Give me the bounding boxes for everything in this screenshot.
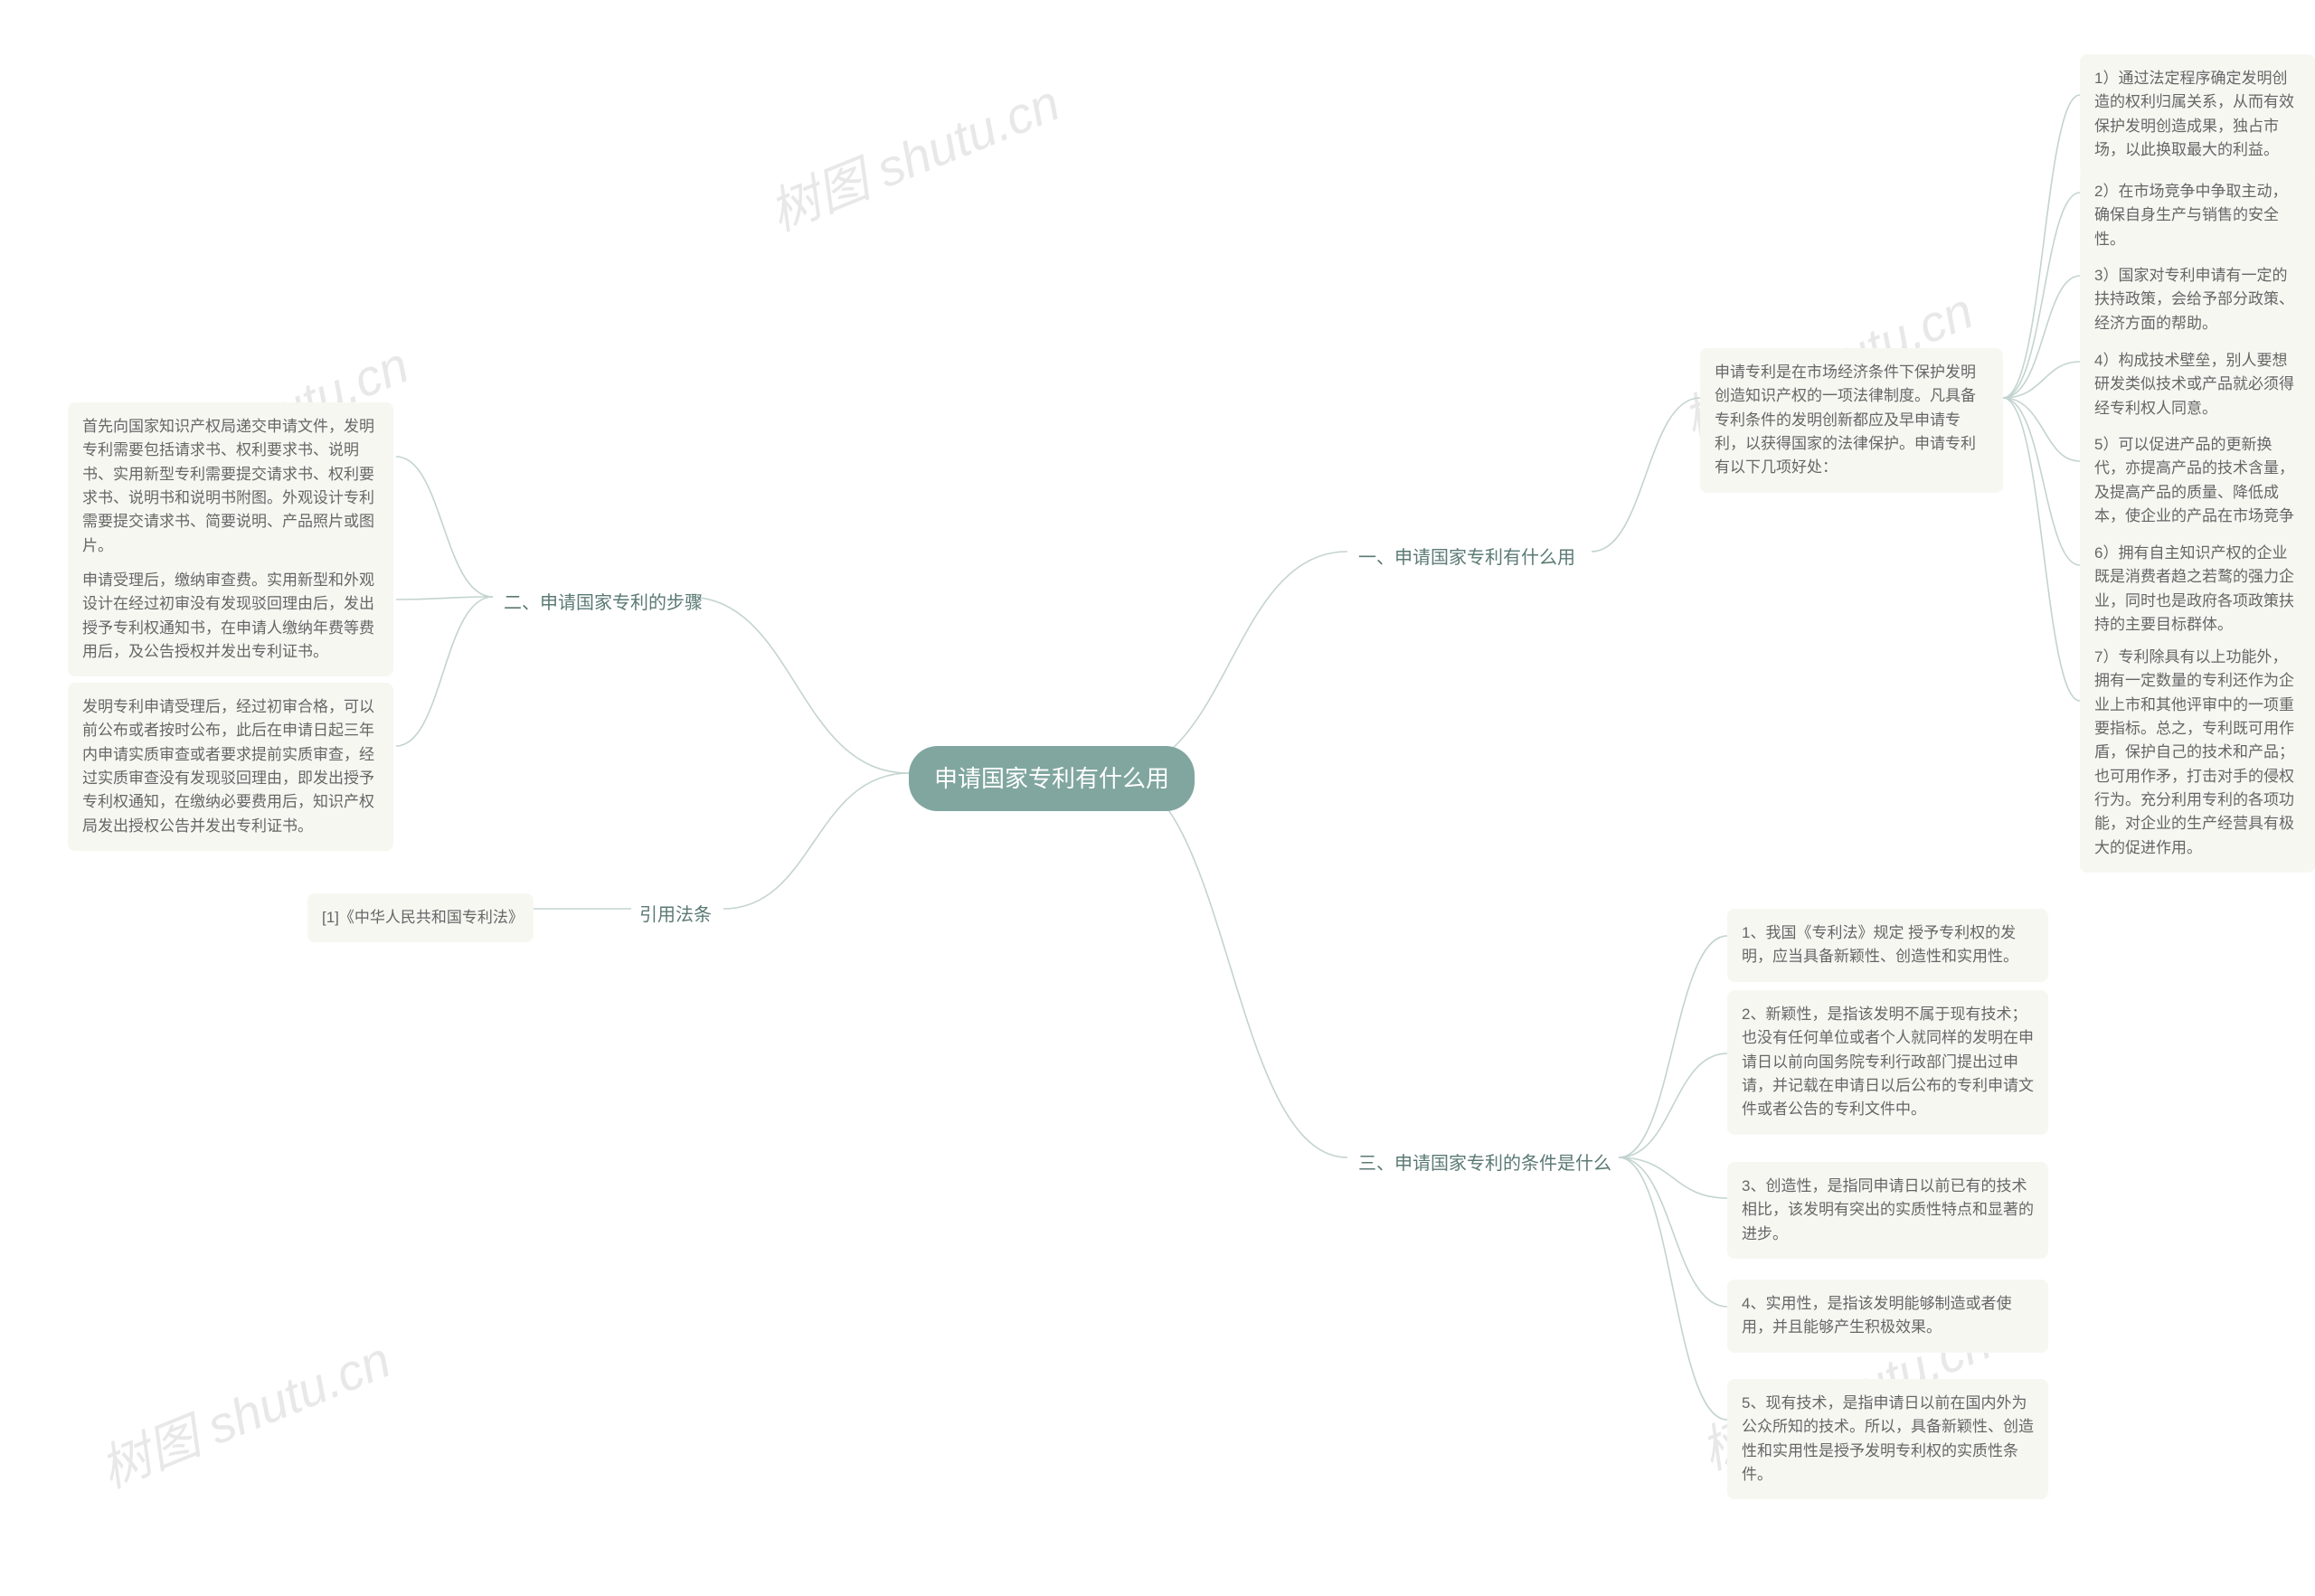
watermark: 树图 shutu.cn bbox=[757, 62, 1069, 245]
branch-three: 三、申请国家专利的条件是什么 bbox=[1356, 1147, 1613, 1182]
leaf-1-3: 3）国家对专利申请有一定的扶持政策，会给予部分政策、经济方面的帮助。 bbox=[2080, 251, 2315, 348]
watermark: 树图 shutu.cn bbox=[88, 1319, 400, 1502]
leaf-1-1: 1）通过法定程序确定发明创造的权利归属关系，从而有效保护发明创造成果，独占市场，… bbox=[2080, 54, 2315, 175]
leaf-3-5: 5、现有技术，是指申请日以前在国内外为公众所知的技术。所以，具备新颖性、创造性和… bbox=[1727, 1379, 2048, 1499]
mindmap-canvas: 树图 shutu.cn 树图 shutu.cn 树图 shutu.cn 树图 s… bbox=[0, 0, 2315, 1596]
leaf-1-7: 7）专利除具有以上功能外，拥有一定数量的专利还作为企业上市和其他评审中的一项重要… bbox=[2080, 633, 2315, 873]
leaf-3-2: 2、新颖性，是指该发明不属于现有技术；也没有任何单位或者个人就同样的发明在申请日… bbox=[1727, 990, 2048, 1135]
leaf-1-6: 6）拥有自主知识产权的企业既是消费者趋之若鹜的强力企业，同时也是政府各项政策扶持… bbox=[2080, 529, 2315, 649]
leaf-2-2: 申请受理后，缴纳审查费。实用新型和外观设计在经过初审没有发现驳回理由后，发出授予… bbox=[68, 556, 393, 676]
leaf-3-3: 3、创造性，是指同申请日以前已有的技术相比，该发明有突出的实质性特点和显著的进步… bbox=[1727, 1162, 2048, 1259]
leaf-2-1: 首先向国家知识产权局递交申请文件，发明专利需要包括请求书、权利要求书、说明书、实… bbox=[68, 402, 393, 571]
center-node: 申请国家专利有什么用 bbox=[909, 746, 1195, 811]
branch-two: 二、申请国家专利的步骤 bbox=[502, 586, 704, 621]
branch-ref: 引用法条 bbox=[638, 898, 713, 933]
branch-one: 一、申请国家专利有什么用 bbox=[1356, 541, 1577, 576]
branch-one-sub: 申请专利是在市场经济条件下保护发明创造知识产权的一项法律制度。凡具备专利条件的发… bbox=[1700, 348, 2003, 493]
leaf-ref-1: [1]《中华人民共和国专利法》 bbox=[307, 893, 534, 942]
leaf-3-4: 4、实用性，是指该发明能够制造或者使用，并且能够产生积极效果。 bbox=[1727, 1280, 2048, 1353]
leaf-2-3: 发明专利申请受理后，经过初审合格，可以前公布或者按时公布，此后在申请日起三年内申… bbox=[68, 683, 393, 851]
leaf-1-4: 4）构成技术壁垒，别人要想研发类似技术或产品就必须得经专利权人同意。 bbox=[2080, 336, 2315, 433]
leaf-3-1: 1、我国《专利法》规定 授予专利权的发明，应当具备新颖性、创造性和实用性。 bbox=[1727, 909, 2048, 982]
leaf-1-2: 2）在市场竞争中争取主动，确保自身生产与销售的安全性。 bbox=[2080, 167, 2315, 264]
